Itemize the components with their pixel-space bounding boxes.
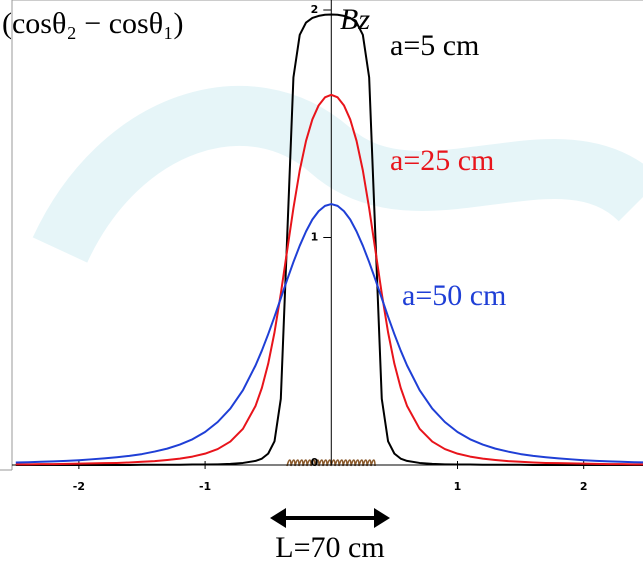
line-series <box>15 13 643 466</box>
y-tick-label: 2 <box>311 3 319 16</box>
annotation: L=70 cm <box>275 531 384 564</box>
coil <box>286 459 376 467</box>
line-series <box>15 203 643 464</box>
watermark <box>32 86 643 264</box>
y-label: (cosθ₂ − cosθ₁) <box>2 7 184 40</box>
axis-symbol: Bz <box>340 3 370 36</box>
y-tick-label: 0 <box>311 456 319 469</box>
x-tick-label: 2 <box>580 480 588 493</box>
legend-label: a=25 cm <box>390 144 494 177</box>
legend-label: a=50 cm <box>402 279 506 312</box>
x-tick-label: 1 <box>454 480 462 493</box>
x-tick-label: -2 <box>73 480 85 493</box>
frame <box>0 0 643 471</box>
length-arrow <box>270 508 390 528</box>
line-series <box>15 93 643 466</box>
y-tick-label: 1 <box>311 231 319 244</box>
legend-label: a=5 cm <box>390 29 479 62</box>
x-tick-label: -1 <box>199 480 211 493</box>
